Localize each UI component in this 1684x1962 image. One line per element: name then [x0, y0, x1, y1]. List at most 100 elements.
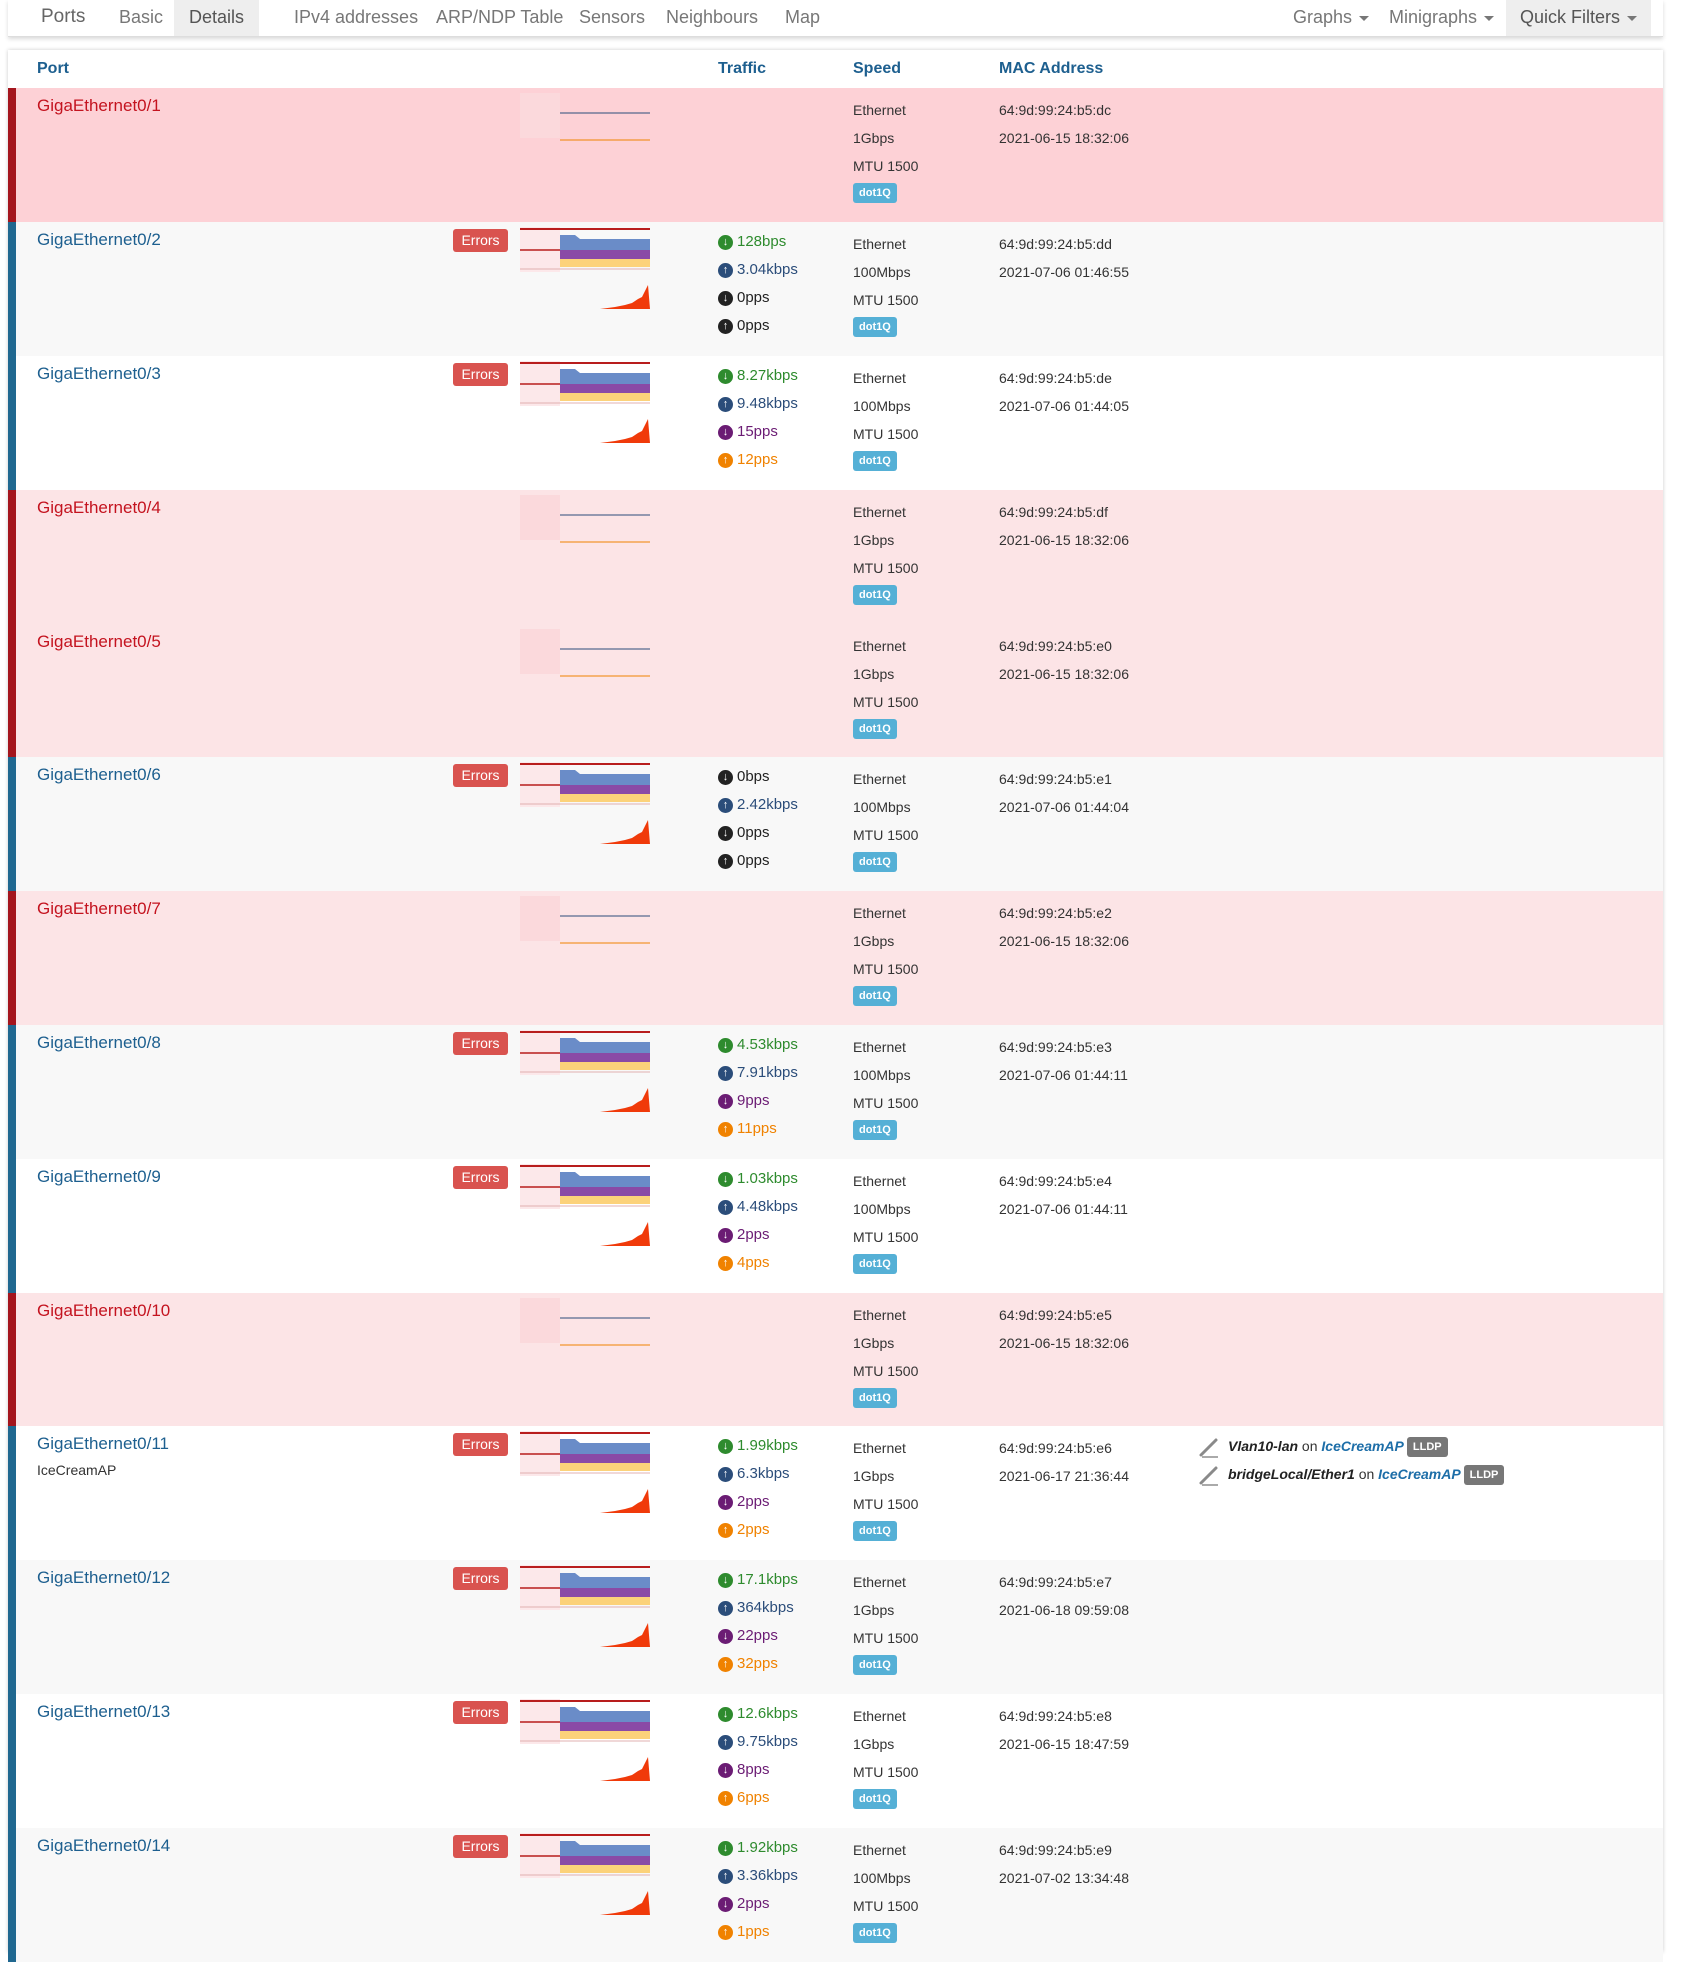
traffic-stat: ↑ 1pps	[718, 1918, 798, 1946]
last-change: 2021-06-15 18:32:06	[999, 1335, 1129, 1351]
port-minigraph[interactable]	[520, 1298, 650, 1383]
port-name-link[interactable]: GigaEthernet0/10	[37, 1301, 171, 1320]
traffic-value: 9.75kbps	[737, 1733, 798, 1750]
traffic-stat: ↑ 9.75kbps	[718, 1728, 798, 1756]
arrow-up-icon: ↑	[718, 1868, 733, 1884]
nav-title[interactable]: Ports	[41, 6, 86, 27]
port-minigraph[interactable]	[520, 1030, 650, 1115]
arrow-up-icon: ↑	[718, 1734, 733, 1750]
port-name-link[interactable]: GigaEthernet0/1	[37, 96, 161, 115]
speed-info: Ethernet 1Gbps MTU 1500 dot1Q	[853, 1434, 918, 1541]
port-name-link[interactable]: GigaEthernet0/12	[37, 1568, 171, 1587]
errors-badge[interactable]: Errors	[453, 1567, 508, 1590]
traffic-value: 128bps	[737, 233, 787, 250]
tab-details[interactable]: Details	[174, 0, 260, 36]
table-row: GigaEthernet0/7 Ethernet 1Gbps MTU 1500 dot1…	[8, 891, 1663, 1025]
errors-badge[interactable]: Errors	[453, 229, 508, 252]
mac-info: 64:9d:99:24:b5:e1 2021-07-06 01:44:04	[999, 765, 1129, 821]
neighbour-host-link[interactable]: IceCreamAP	[1378, 1466, 1461, 1482]
minigraphs-dropdown[interactable]: Minigraphs	[1389, 0, 1495, 36]
port-minigraph[interactable]	[520, 1565, 650, 1650]
traffic-value: 0bps	[737, 768, 770, 785]
port-name-link[interactable]: GigaEthernet0/11	[37, 1434, 169, 1453]
port-status-bar	[8, 624, 16, 758]
traffic-stat: ↑ 3.36kbps	[718, 1862, 798, 1890]
traffic-value: 9pps	[737, 1092, 770, 1109]
arrow-up-icon: ↑	[718, 1466, 733, 1482]
port-name-link[interactable]: GigaEthernet0/3	[37, 364, 161, 383]
arrow-down-icon: ↓	[718, 1494, 733, 1510]
header-speed[interactable]: Speed	[853, 60, 902, 77]
mac-address: 64:9d:99:24:b5:e5	[999, 1307, 1112, 1323]
port-minigraph[interactable]	[520, 495, 650, 580]
tab-ipv4-addresses[interactable]: IPv4 addresses	[294, 7, 419, 27]
arrow-up-icon: ↑	[718, 1656, 733, 1672]
port-name-link[interactable]: GigaEthernet0/5	[37, 632, 161, 651]
tab-map[interactable]: Map	[785, 7, 821, 27]
graphs-dropdown[interactable]: Graphs	[1293, 0, 1370, 36]
speed-line: Ethernet	[853, 236, 906, 252]
traffic-stats: ↓ 0bps ↑ 2.42kbps ↓ 0pps ↑ 0pps	[718, 763, 798, 875]
errors-badge[interactable]: Errors	[453, 764, 508, 787]
errors-badge[interactable]: Errors	[453, 363, 508, 386]
port-minigraph[interactable]	[520, 1699, 650, 1784]
port-minigraph[interactable]	[520, 1833, 650, 1918]
errors-badge[interactable]: Errors	[453, 1835, 508, 1858]
errors-badge[interactable]: Errors	[453, 1166, 508, 1189]
port-status-bar	[8, 356, 16, 490]
arrow-down-icon: ↓	[718, 1628, 733, 1644]
port-minigraph[interactable]	[520, 762, 650, 847]
traffic-value: 0pps	[737, 289, 770, 306]
header-traffic[interactable]: Traffic	[718, 60, 767, 77]
errors-badge[interactable]: Errors	[453, 1433, 508, 1456]
port-name-link[interactable]: GigaEthernet0/8	[37, 1033, 161, 1052]
header-mac[interactable]: MAC Address	[999, 60, 1104, 77]
mac-info: 64:9d:99:24:b5:e3 2021-07-06 01:44:11	[999, 1033, 1128, 1089]
port-minigraph[interactable]	[520, 361, 650, 446]
traffic-value: 3.36kbps	[737, 1867, 798, 1884]
port-name-link[interactable]: GigaEthernet0/6	[37, 765, 161, 784]
port-minigraph[interactable]	[520, 93, 650, 178]
arrow-down-icon: ↓	[718, 769, 733, 785]
port-minigraph[interactable]	[520, 1164, 650, 1249]
tab-basic[interactable]: Basic	[119, 7, 164, 27]
neighbour-interface[interactable]: Vlan10-lan	[1228, 1438, 1299, 1454]
neighbour-host-link[interactable]: IceCreamAP	[1321, 1438, 1404, 1454]
last-change: 2021-06-15 18:32:06	[999, 532, 1129, 548]
port-name-link[interactable]: GigaEthernet0/4	[37, 498, 161, 517]
speed-info: Ethernet 1Gbps MTU 1500 dot1Q	[853, 498, 918, 605]
speed-line: MTU 1500	[853, 961, 919, 977]
port-minigraph[interactable]	[520, 1431, 650, 1516]
traffic-value: 2pps	[737, 1493, 770, 1510]
vlan-badge: dot1Q	[853, 852, 897, 872]
tab-neighbours[interactable]: Neighbours	[666, 7, 759, 27]
neighbour-interface[interactable]: bridgeLocal/Ether1	[1228, 1466, 1355, 1482]
port-name-link[interactable]: GigaEthernet0/9	[37, 1167, 161, 1186]
port-name-link[interactable]: GigaEthernet0/13	[37, 1702, 171, 1721]
last-change: 2021-07-06 01:44:04	[999, 799, 1129, 815]
port-name-link[interactable]: GigaEthernet0/2	[37, 230, 161, 249]
errors-badge[interactable]: Errors	[453, 1032, 508, 1055]
port-minigraph[interactable]	[520, 227, 650, 312]
mac-address: 64:9d:99:24:b5:e3	[999, 1039, 1112, 1055]
mac-info: 64:9d:99:24:b5:df 2021-06-15 18:32:06	[999, 498, 1129, 554]
traffic-stat: ↑ 4pps	[718, 1249, 798, 1277]
speed-line: 1Gbps	[853, 666, 895, 682]
port-name-link[interactable]: GigaEthernet0/14	[37, 1836, 171, 1855]
port-minigraph[interactable]	[520, 896, 650, 981]
tab-arp-ndp-table[interactable]: ARP/NDP Table	[436, 7, 564, 27]
traffic-stat: ↑ 2pps	[718, 1516, 798, 1544]
traffic-stat: ↑ 12pps	[718, 446, 798, 474]
tab-sensors[interactable]: Sensors	[579, 7, 646, 27]
arrow-down-icon: ↓	[718, 290, 733, 306]
errors-badge[interactable]: Errors	[453, 1701, 508, 1724]
chevron-down-icon	[1627, 15, 1638, 21]
port-minigraph[interactable]	[520, 629, 650, 714]
quick-filters-dropdown[interactable]: Quick Filters	[1506, 0, 1652, 36]
mac-info: 64:9d:99:24:b5:e6 2021-06-17 21:36:44	[999, 1434, 1129, 1490]
speed-line: Ethernet	[853, 1039, 906, 1055]
speed-line: MTU 1500	[853, 1630, 919, 1646]
header-port[interactable]: Port	[37, 60, 69, 77]
speed-line: Ethernet	[853, 638, 906, 654]
port-name-link[interactable]: GigaEthernet0/7	[37, 899, 161, 918]
